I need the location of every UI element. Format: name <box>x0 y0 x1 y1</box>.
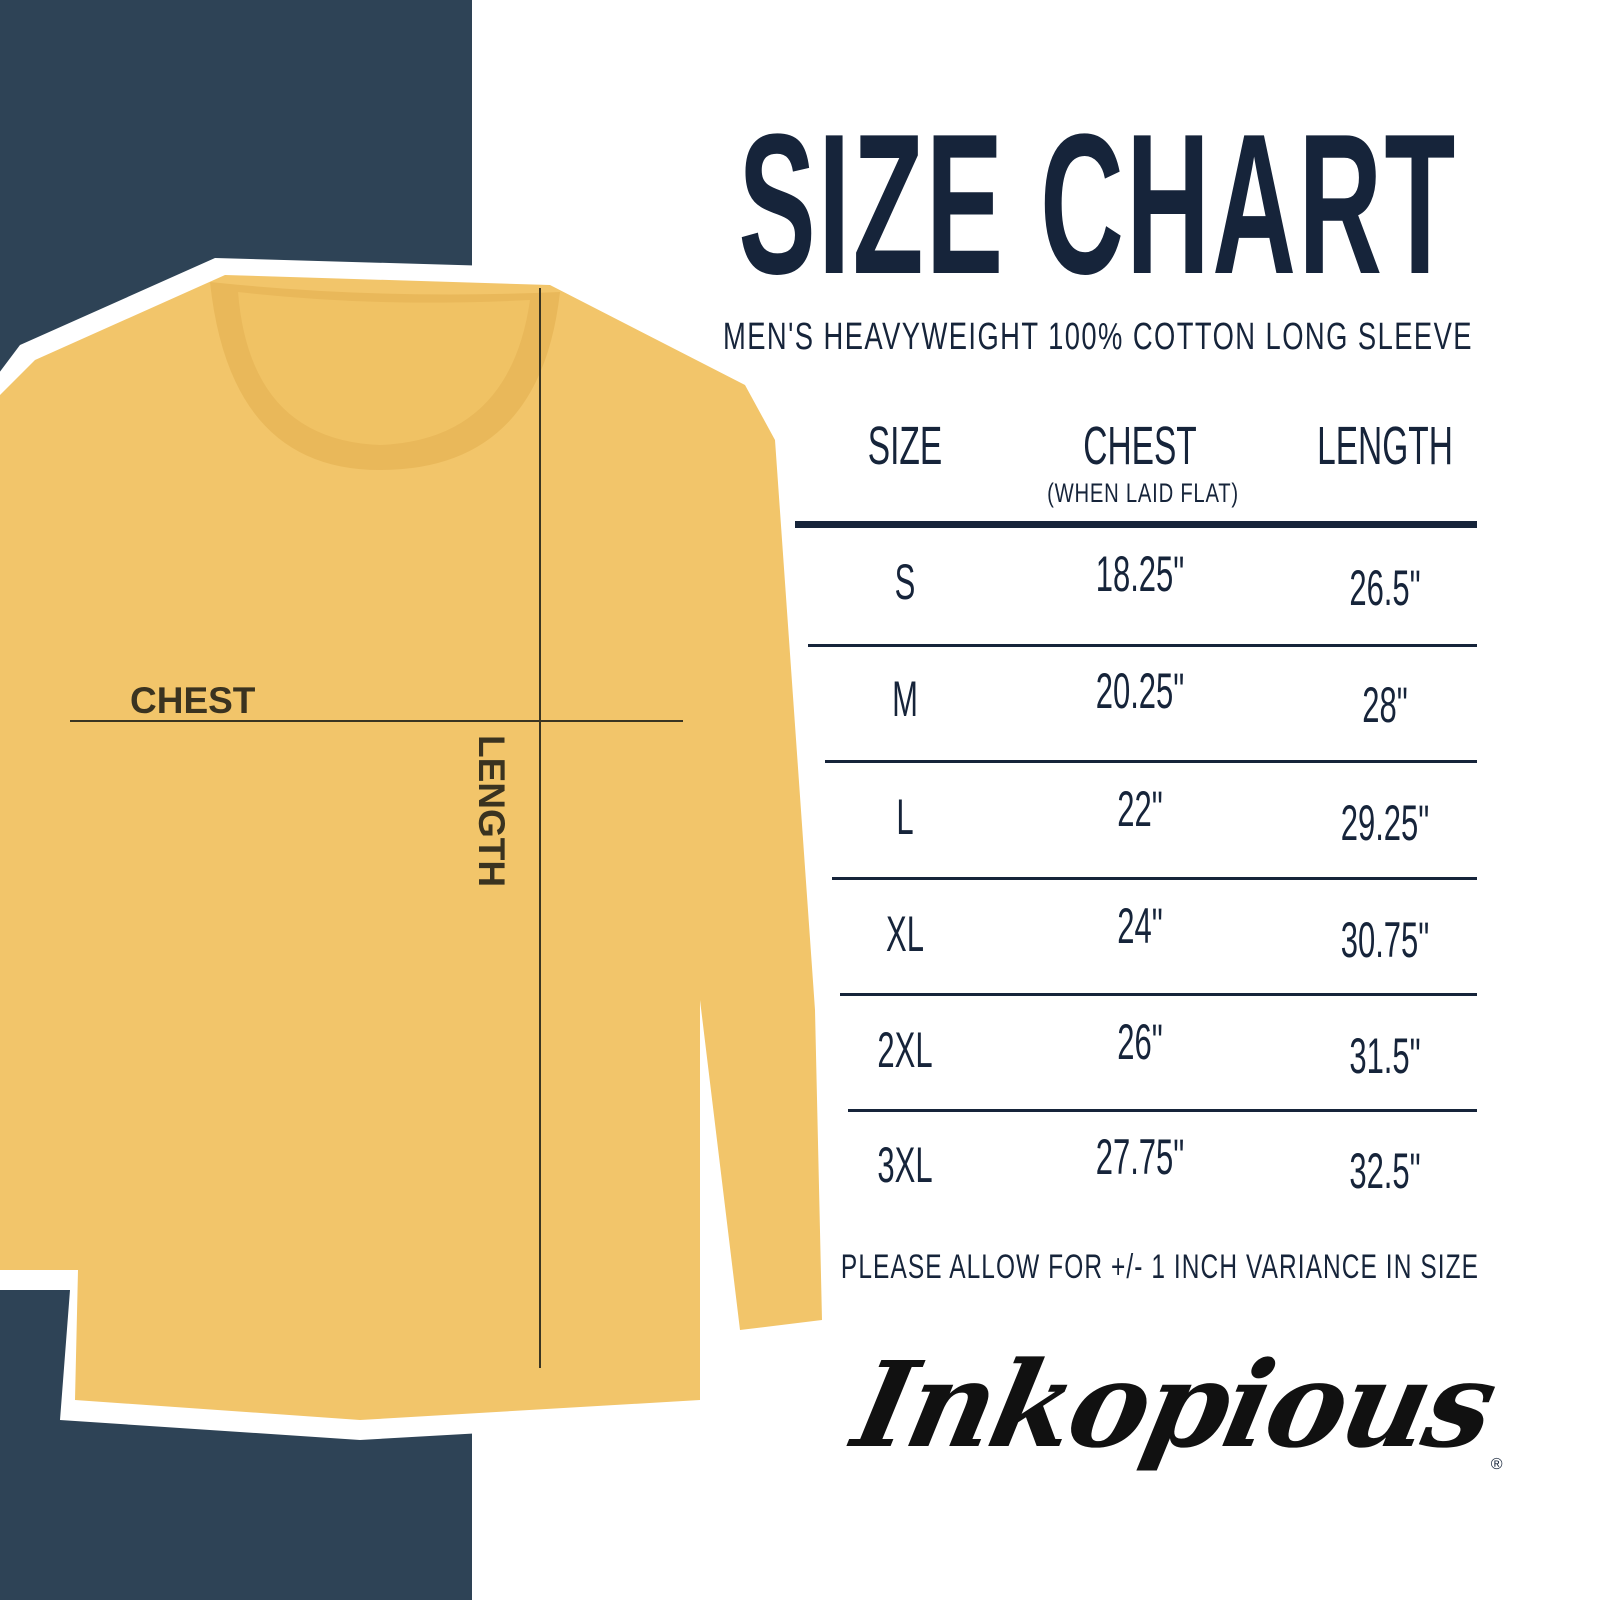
size-cell: XL <box>874 905 935 963</box>
variance-note: PLEASE ALLOW FOR +/- 1 INCH VARIANCE IN … <box>717 1248 1600 1287</box>
chest-cell: 18.25" <box>1069 545 1212 603</box>
brand-logo-text: Inkopious <box>843 1335 1506 1474</box>
shirt-body <box>0 275 822 1420</box>
title-text: SIZE CHART <box>738 93 1458 316</box>
row-divider <box>808 644 1477 647</box>
length-cell: 26.5" <box>1327 559 1442 617</box>
header-chest-note-text: (WHEN LAID FLAT) <box>1047 478 1239 508</box>
header-divider <box>795 521 1477 528</box>
row-divider <box>832 877 1477 880</box>
cell-text: 31.5" <box>1349 1028 1421 1084</box>
cell-text: 24" <box>1117 898 1163 954</box>
header-length-text: LENGTH <box>1317 416 1453 476</box>
header-chest-note: (WHEN LAID FLAT) <box>1015 478 1271 509</box>
header-size-text: SIZE <box>867 416 943 476</box>
subtitle-text: MEN'S HEAVYWEIGHT 100% COTTON LONG SLEEV… <box>723 316 1473 358</box>
header-chest: CHEST <box>1048 415 1231 477</box>
cell-text: 2XL <box>877 1022 933 1078</box>
cell-text: 27.75" <box>1095 1129 1185 1185</box>
size-cell: 3XL <box>861 1136 950 1194</box>
cell-text: M <box>892 671 918 727</box>
cell-text: L <box>896 789 914 845</box>
size-cell: M <box>884 670 926 728</box>
size-cell: 2XL <box>861 1021 950 1079</box>
cell-text: 3XL <box>877 1137 933 1193</box>
size-cell: S <box>888 553 921 611</box>
cell-text: 32.5" <box>1349 1143 1421 1199</box>
variance-note-text: PLEASE ALLOW FOR +/- 1 INCH VARIANCE IN … <box>840 1248 1480 1286</box>
row-divider <box>825 760 1477 763</box>
chest-cell: 22" <box>1103 780 1176 838</box>
cell-text: S <box>894 554 916 610</box>
header-chest-text: CHEST <box>1083 416 1197 476</box>
chest-label: CHEST <box>130 680 256 721</box>
subtitle: MEN'S HEAVYWEIGHT 100% COTTON LONG SLEEV… <box>577 316 1600 359</box>
length-cell: 31.5" <box>1327 1027 1442 1085</box>
long-sleeve-shirt-image <box>0 275 822 1420</box>
length-cell: 28" <box>1348 676 1421 734</box>
chest-cell: 27.75" <box>1069 1128 1212 1186</box>
shirt-neck-opening <box>238 292 530 445</box>
chest-cell: 24" <box>1103 897 1176 955</box>
cell-text: 28" <box>1362 677 1408 733</box>
header-length: LENGTH <box>1275 415 1494 477</box>
brand-logo: Inkopious® <box>843 1335 1505 1474</box>
cell-text: 20.25" <box>1095 663 1185 719</box>
length-label: LENGTH <box>471 735 512 888</box>
cell-text: 26.5" <box>1349 560 1421 616</box>
size-cell: L <box>891 788 919 846</box>
chest-cell: 20.25" <box>1069 662 1212 720</box>
registered-mark: ® <box>1490 1456 1503 1473</box>
length-cell: 30.75" <box>1314 911 1457 969</box>
cell-text: XL <box>886 906 924 962</box>
cell-text: 29.25" <box>1340 795 1430 851</box>
cell-text: 22" <box>1117 781 1163 837</box>
cell-text: 18.25" <box>1095 546 1185 602</box>
row-divider <box>848 1109 1477 1112</box>
header-size: SIZE <box>845 415 965 477</box>
length-cell: 29.25" <box>1314 794 1457 852</box>
length-cell: 32.5" <box>1327 1142 1442 1200</box>
cell-text: 26" <box>1117 1014 1163 1070</box>
row-divider <box>840 993 1477 996</box>
page-title: SIZE CHART <box>478 105 1600 305</box>
chest-cell: 26" <box>1103 1013 1176 1071</box>
cell-text: 30.75" <box>1340 912 1430 968</box>
